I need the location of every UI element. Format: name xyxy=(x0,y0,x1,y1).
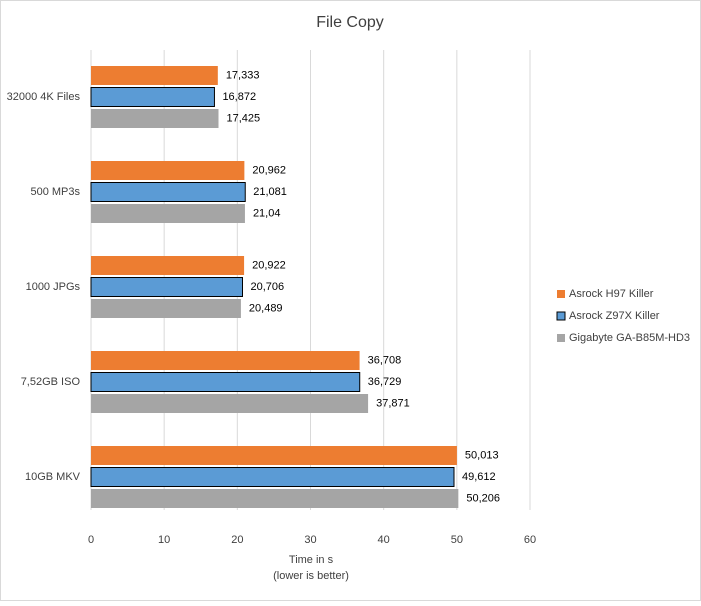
bar xyxy=(90,87,215,107)
bar xyxy=(91,66,218,85)
x-tick-label: 20 xyxy=(231,534,243,546)
bar xyxy=(91,394,369,413)
y-tick-label: 7,52GB ISO xyxy=(21,376,81,388)
chart-title: File Copy xyxy=(316,14,384,31)
legend-swatch xyxy=(556,311,566,321)
y-tick-label: 1000 JPGs xyxy=(26,281,81,293)
legend-swatch xyxy=(557,334,565,342)
value-label: 20,489 xyxy=(249,302,283,314)
x-tick-label: 0 xyxy=(88,534,94,546)
value-label: 17,425 xyxy=(226,112,260,124)
y-tick-label: 10GB MKV xyxy=(25,471,81,483)
bar xyxy=(91,299,241,318)
bar xyxy=(91,489,459,508)
value-label: 50,013 xyxy=(465,449,499,461)
legend-swatch xyxy=(557,290,565,298)
x-axis-label: Time in s xyxy=(289,554,334,566)
y-tick-label: 500 MP3s xyxy=(30,186,80,198)
value-label: 20,706 xyxy=(250,281,284,293)
bar xyxy=(90,277,243,297)
x-tick-label: 60 xyxy=(524,534,536,546)
bar xyxy=(91,161,245,180)
value-label: 20,922 xyxy=(252,259,286,271)
x-axis-note: (lower is better) xyxy=(273,570,349,582)
bar xyxy=(90,372,361,392)
bar xyxy=(91,446,457,465)
x-tick-label: 30 xyxy=(304,534,316,546)
value-label: 21,081 xyxy=(253,186,287,198)
bar xyxy=(91,204,245,223)
x-tick-label: 10 xyxy=(158,534,170,546)
value-label: 36,708 xyxy=(368,354,402,366)
value-label: 49,612 xyxy=(462,471,496,483)
legend-label: Asrock Z97X Killer xyxy=(569,310,660,322)
legend-label: Gigabyte GA-B85M-HD3 xyxy=(569,332,690,344)
x-tick-label: 50 xyxy=(451,534,463,546)
bar xyxy=(90,182,246,202)
value-label: 20,962 xyxy=(252,164,286,176)
x-tick-label: 40 xyxy=(378,534,390,546)
bar xyxy=(90,467,455,487)
bar xyxy=(91,351,360,370)
value-label: 50,206 xyxy=(466,492,500,504)
value-label: 17,333 xyxy=(226,69,260,81)
value-label: 36,729 xyxy=(368,376,402,388)
bar xyxy=(91,109,219,128)
value-label: 21,04 xyxy=(253,207,281,219)
y-tick-label: 32000 4K Files xyxy=(7,91,81,103)
legend-label: Asrock H97 Killer xyxy=(569,288,654,300)
value-label: 37,871 xyxy=(376,397,410,409)
value-label: 16,872 xyxy=(222,91,256,103)
bar xyxy=(91,256,245,275)
